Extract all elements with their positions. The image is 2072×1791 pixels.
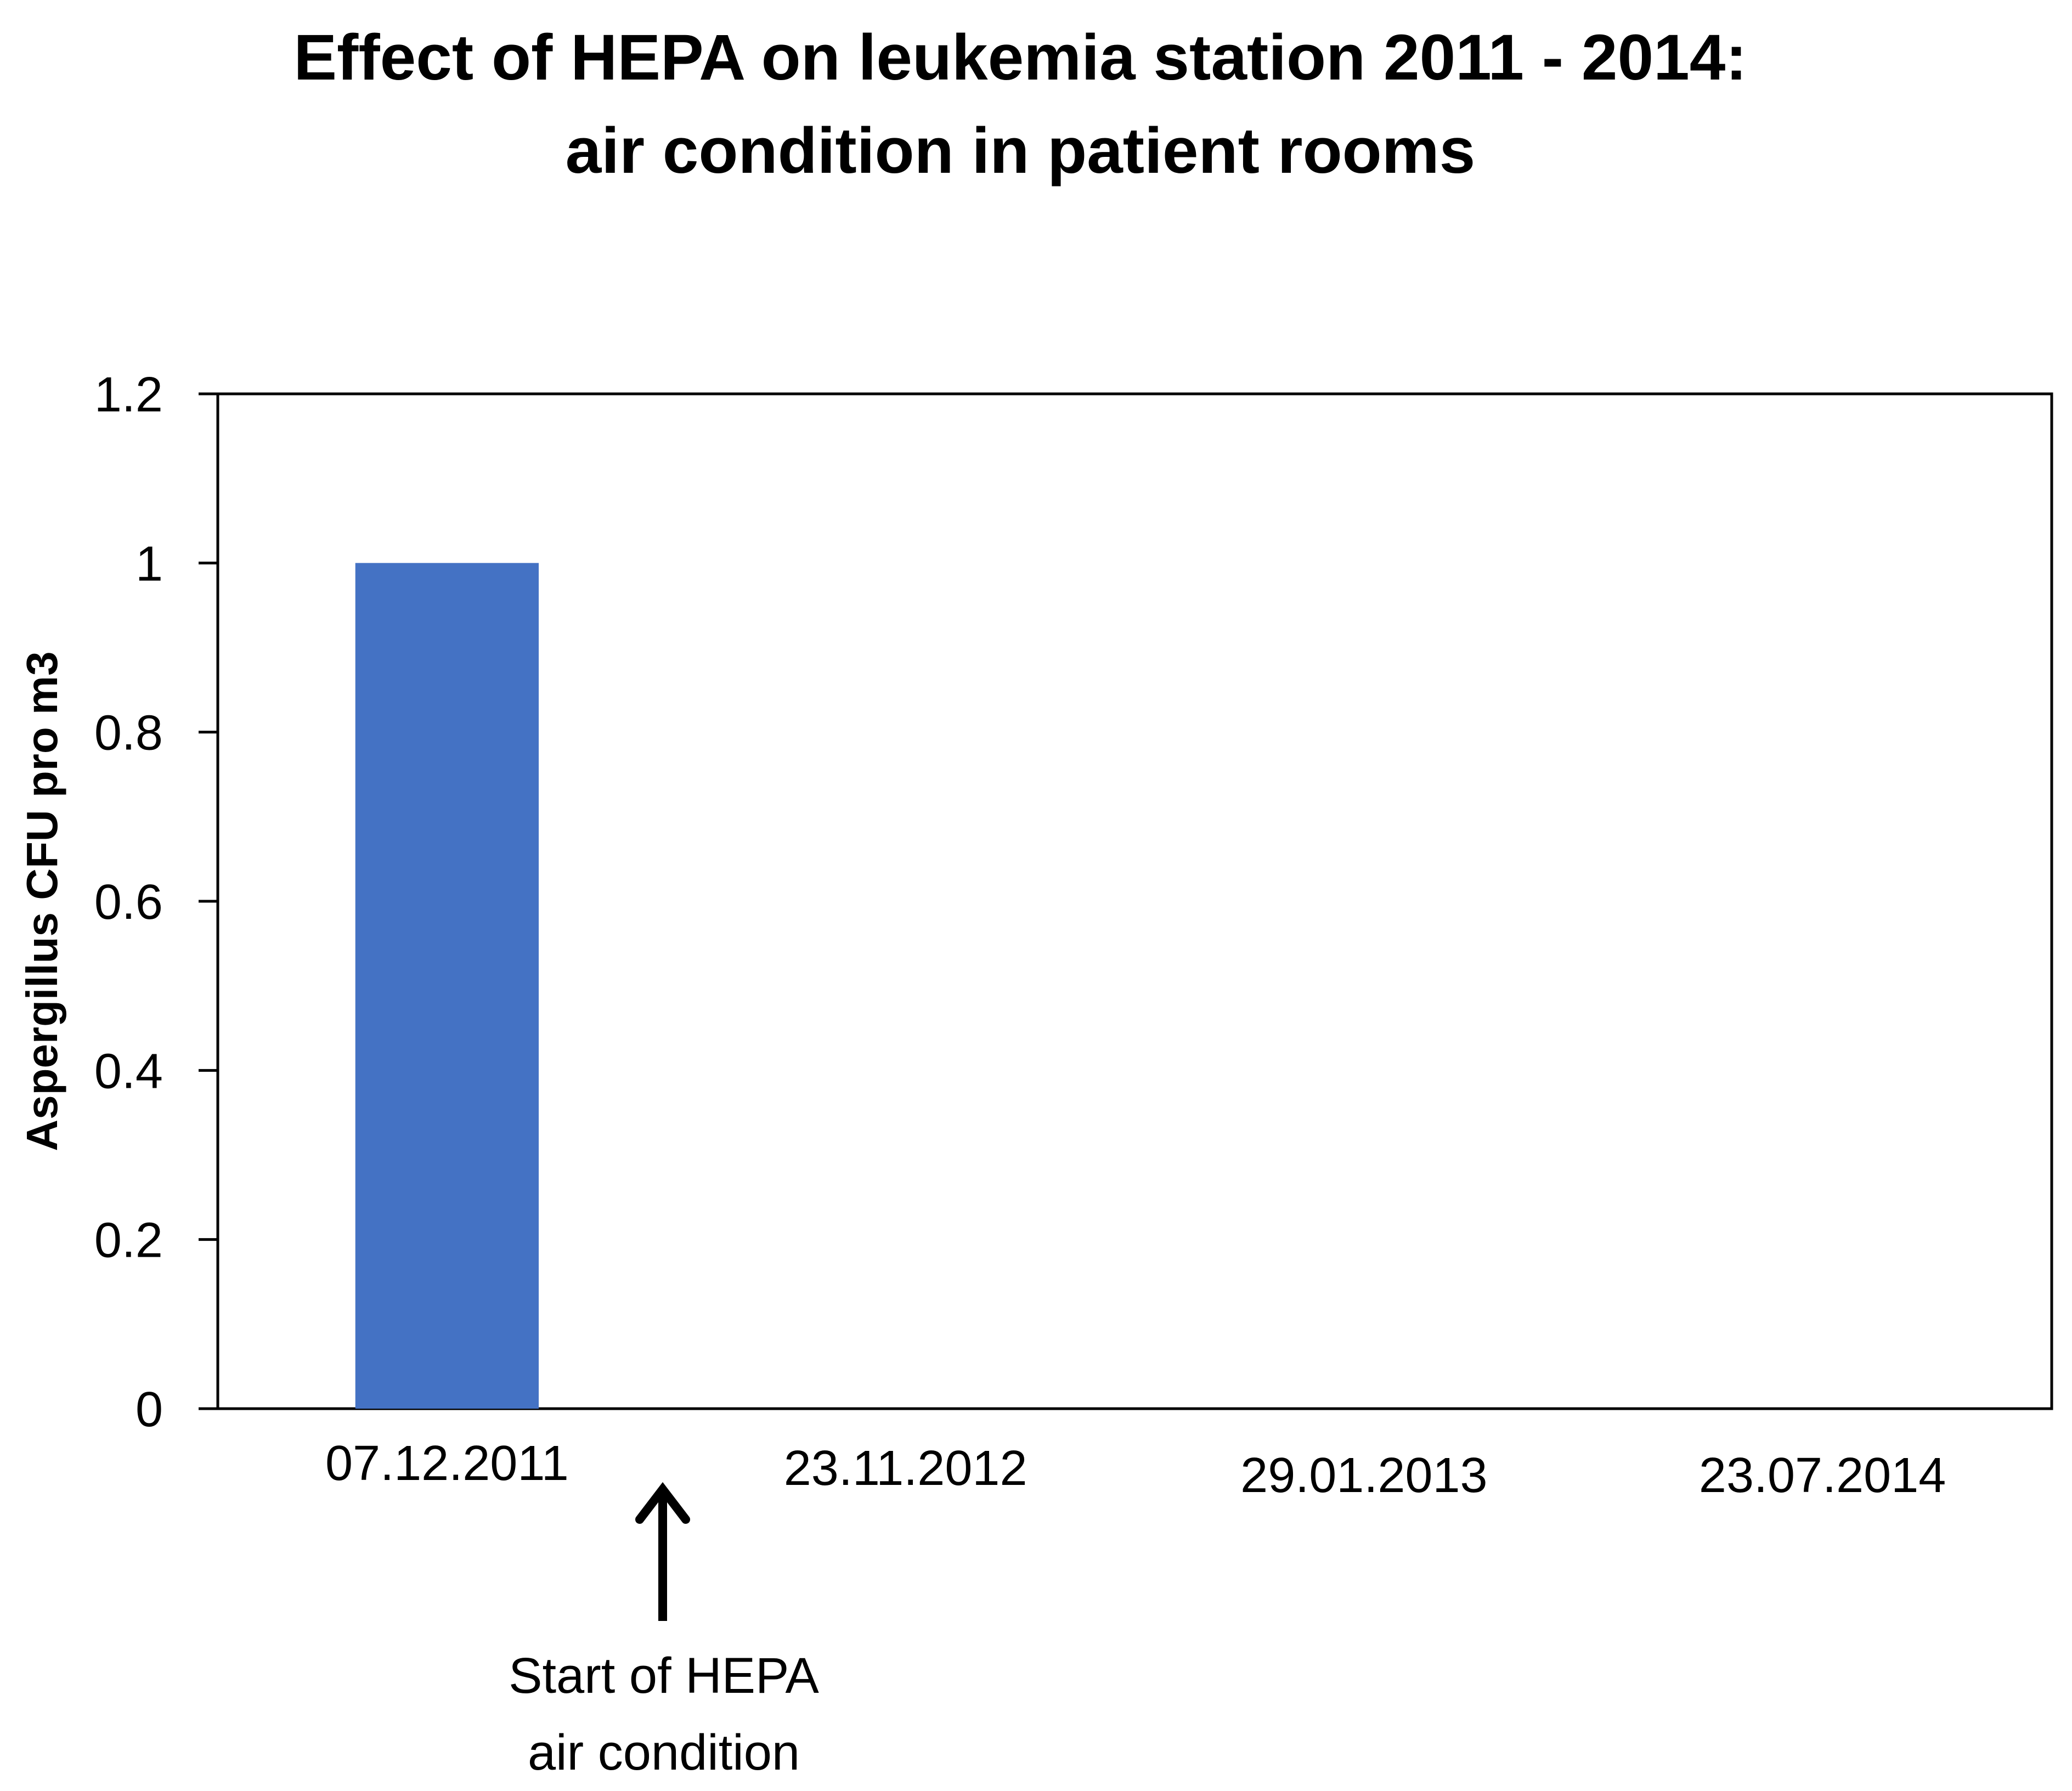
x-axis-tick-label: 07.12.2011 — [325, 1436, 569, 1491]
bars — [355, 563, 539, 1409]
hepa-start-arrow-icon — [635, 1482, 690, 1621]
chart-title-line-2: air condition in patient rooms — [565, 115, 1476, 187]
y-axis: 0 0.2 0.4 0.6 0.8 1 1.2 — [94, 368, 218, 1437]
hepa-start-annotation: Start of HEPA air condition — [444, 1637, 883, 1791]
y-axis-tick-label: 0.6 — [94, 875, 163, 930]
y-axis-tick-label: 0 — [136, 1382, 163, 1437]
x-axis-tick-label: 23.07.2014 — [1699, 1448, 1946, 1503]
x-axis-tick-label: 23.11.2012 — [784, 1441, 1027, 1496]
y-axis-tick-label: 0.8 — [94, 706, 163, 761]
y-axis-tick-label: 1 — [136, 536, 163, 591]
y-axis-tick-label: 0.4 — [94, 1044, 163, 1099]
x-axis-tick-label: 29.01.2013 — [1240, 1448, 1487, 1503]
y-axis-tick-label: 0.2 — [94, 1213, 163, 1268]
bar — [355, 563, 539, 1409]
y-axis-label: Aspergillus CFU pro m3 — [18, 651, 66, 1151]
annotation-line-2: air condition — [527, 1725, 800, 1781]
y-axis-tick-label: 1.2 — [94, 368, 163, 422]
annotation-line-1: Start of HEPA — [509, 1648, 819, 1704]
chart-title-line-1: Effect of HEPA on leukemia station 2011 … — [293, 21, 1747, 94]
x-axis-tick-labels: 07.12.2011 23.11.2012 29.01.2013 23.07.2014 — [325, 1436, 1946, 1503]
chart-title: Effect of HEPA on leukemia station 2011 … — [0, 11, 2041, 197]
